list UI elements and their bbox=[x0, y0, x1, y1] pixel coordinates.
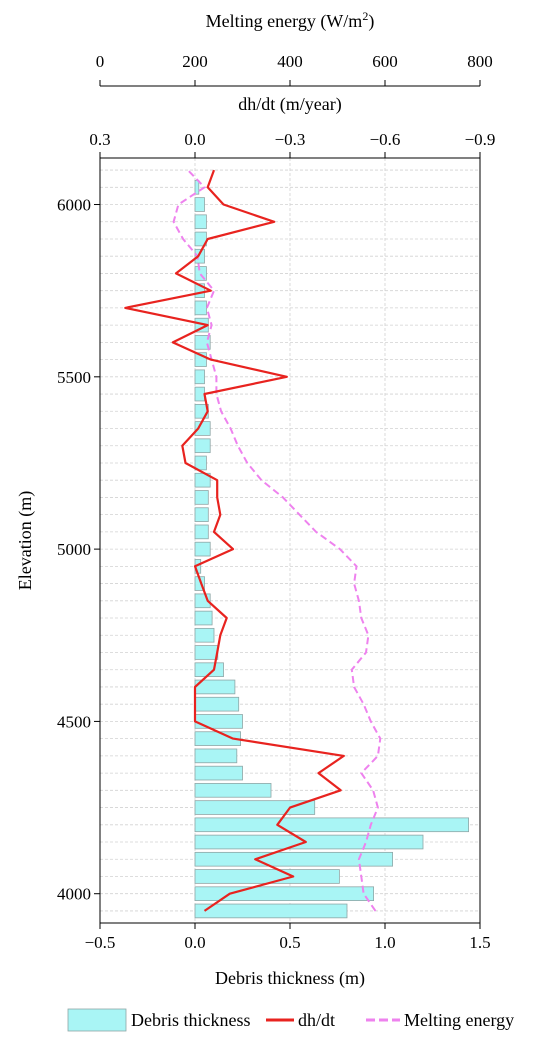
debris-bar bbox=[194, 266, 207, 281]
debris-bar bbox=[194, 197, 205, 212]
energy-tick-label: 0 bbox=[96, 52, 105, 71]
y-tick-label: 5000 bbox=[57, 540, 91, 559]
debris-bar bbox=[194, 783, 272, 798]
bottom-tick-label: 0.5 bbox=[279, 933, 300, 952]
debris-bar bbox=[194, 748, 238, 764]
debris-bar bbox=[194, 490, 209, 505]
dhdt-line bbox=[124, 169, 345, 912]
energy-tick-label: 600 bbox=[372, 52, 398, 71]
dhdt-tick-label: 0.0 bbox=[184, 130, 205, 149]
debris-bar bbox=[194, 352, 207, 367]
debris-bar bbox=[194, 507, 209, 522]
bottom-tick-label: −0.5 bbox=[85, 933, 116, 952]
y-tick-label: 4000 bbox=[57, 885, 91, 904]
legend-label-dhdt: dh/dt bbox=[298, 1010, 335, 1030]
debris-bar bbox=[194, 645, 219, 660]
debris-bar bbox=[194, 231, 207, 247]
legend-label-energy: Melting energy bbox=[404, 1010, 514, 1030]
energy-tick-label: 800 bbox=[467, 52, 493, 71]
debris-bar bbox=[194, 834, 424, 850]
debris-bar bbox=[194, 524, 209, 540]
y-tick-label: 4500 bbox=[57, 712, 91, 731]
dhdt-tick-label: −0.3 bbox=[275, 130, 306, 149]
debris-bar bbox=[194, 800, 316, 815]
debris-bar bbox=[194, 627, 215, 643]
energy-tick-label: 200 bbox=[182, 52, 208, 71]
dhdt-axis-title: dh/dt (m/year) bbox=[238, 94, 341, 115]
y-tick-label: 6000 bbox=[57, 196, 91, 215]
debris-bar bbox=[194, 903, 348, 919]
debris-bar bbox=[194, 714, 243, 729]
energy-axis-title: Melting energy (W/m2) bbox=[206, 9, 375, 32]
debris-bar bbox=[194, 851, 394, 867]
debris-bar bbox=[194, 696, 240, 712]
debris-axis-title: Debris thickness (m) bbox=[215, 968, 365, 989]
debris-bar bbox=[194, 335, 211, 350]
legend-label-debris: Debris thickness bbox=[131, 1010, 250, 1030]
debris-bar bbox=[194, 283, 205, 298]
debris-bar bbox=[194, 179, 200, 195]
debris-bar bbox=[194, 610, 213, 626]
debris-bar bbox=[194, 817, 470, 833]
line-series bbox=[124, 169, 382, 912]
debris-bar bbox=[194, 300, 207, 316]
debris-bar bbox=[194, 662, 224, 678]
y-tick-label: 5500 bbox=[57, 368, 91, 387]
elevation-axis-title: Elevation (m) bbox=[15, 491, 36, 590]
melting-energy-line bbox=[172, 169, 382, 912]
legend-swatch-debris bbox=[67, 1008, 127, 1032]
debris-bar bbox=[194, 765, 243, 781]
debris-bar bbox=[194, 869, 340, 884]
legend: Debris thickness dh/dt Melting energy bbox=[67, 1008, 514, 1032]
debris-bar bbox=[194, 248, 205, 264]
debris-bar bbox=[194, 369, 205, 385]
bottom-tick-label: 0.0 bbox=[184, 933, 205, 952]
debris-bar bbox=[194, 438, 211, 454]
energy-tick-label: 400 bbox=[277, 52, 303, 71]
energy-axis-title-sup: 2 bbox=[362, 9, 368, 23]
debris-bar bbox=[194, 541, 211, 557]
bottom-tick-label: 1.5 bbox=[469, 933, 490, 952]
dhdt-tick-label: 0.3 bbox=[89, 130, 110, 149]
dhdt-tick-label: −0.6 bbox=[370, 130, 401, 149]
debris-bar bbox=[194, 214, 207, 230]
dhdt-tick-label: −0.9 bbox=[465, 130, 496, 149]
debris-bar bbox=[194, 455, 207, 471]
bottom-tick-label: 1.0 bbox=[374, 933, 395, 952]
debris-bar bbox=[194, 386, 205, 402]
